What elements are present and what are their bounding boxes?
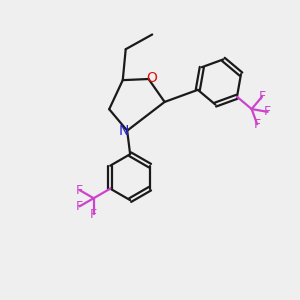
Text: F: F: [76, 200, 83, 213]
Text: F: F: [264, 105, 271, 119]
Text: F: F: [90, 208, 97, 221]
Text: O: O: [147, 71, 158, 85]
Text: N: N: [118, 124, 129, 138]
Text: F: F: [254, 118, 261, 131]
Text: F: F: [259, 90, 266, 103]
Text: F: F: [76, 184, 83, 196]
